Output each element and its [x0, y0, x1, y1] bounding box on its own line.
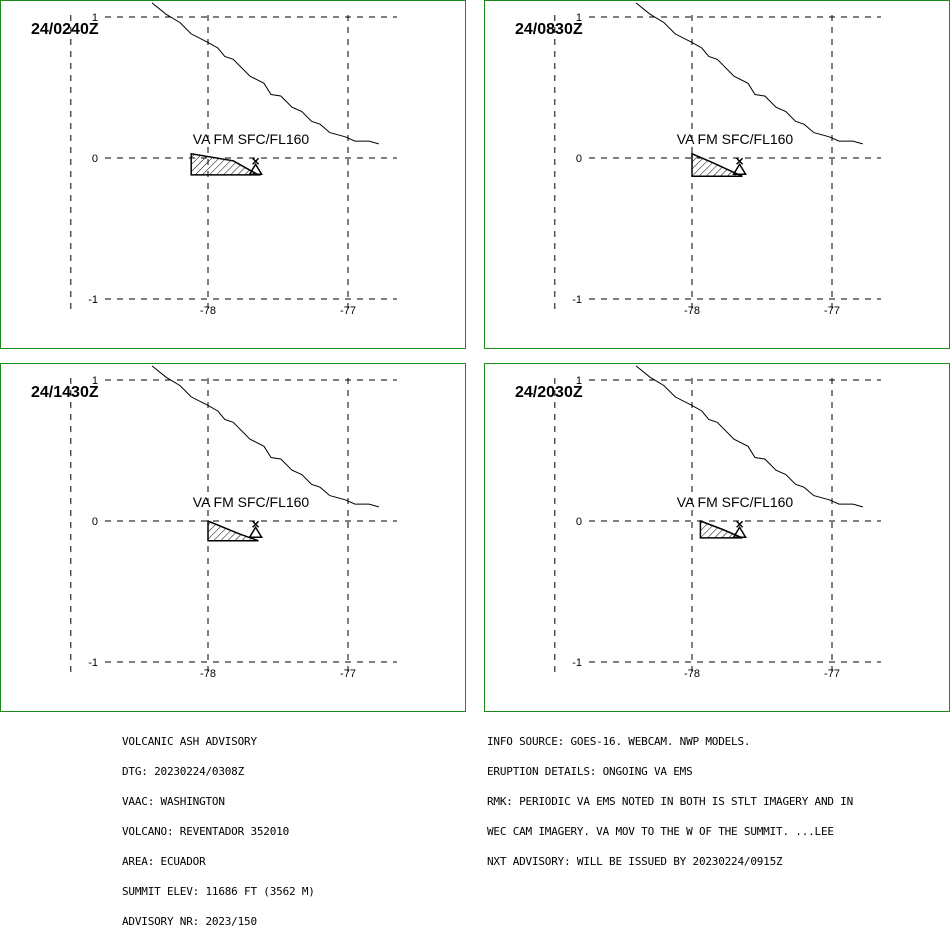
border-line	[151, 2, 379, 145]
lat-tick-label: 1	[92, 375, 98, 387]
map-canvas-1: 1 0 -1 -78 -77 VA FM SFC/FL160	[70, 2, 397, 317]
ash-layer-label: VA FM SFC/FL160	[677, 494, 794, 510]
lon-tick-label: -78	[200, 305, 216, 317]
ash-cloud-polygon	[691, 152, 743, 178]
advisory-line: RMK: PERIODIC VA EMS NOTED IN BOTH IS ST…	[487, 795, 854, 808]
lon-tick-label: -78	[684, 305, 700, 317]
lon-tick-label: -77	[340, 668, 356, 680]
advisory-line: DTG: 20230224/0308Z	[122, 765, 245, 778]
advisory-line: NXT ADVISORY: WILL BE ISSUED BY 20230224…	[487, 855, 783, 868]
lat-tick-label: 0	[576, 516, 582, 528]
ash-cloud-polygon	[207, 519, 259, 542]
lat-tick-label: -1	[572, 294, 582, 306]
advisory-line: ERUPTION DETAILS: ONGOING VA EMS	[487, 765, 693, 778]
valid-time-4: 24/2030Z	[515, 384, 583, 401]
lat-tick-label: 1	[92, 12, 98, 24]
volcano-icon	[732, 525, 747, 539]
lat-tick-label: 0	[92, 516, 98, 528]
map-panel-4: 1 0 -1 -78 -77 VA FM SFC/FL160 24/2030Z	[484, 363, 950, 712]
advisory-header-block: VOLCANIC ASH ADVISORY DTG: 20230224/0308…	[122, 717, 315, 937]
map-panel-2: 1 0 -1 -78 -77 VA FM SFC/FL160 24/0830Z	[484, 0, 950, 349]
valid-time-3: 24/1430Z	[31, 384, 99, 401]
border-line	[151, 365, 379, 508]
map-canvas-4: 1 0 -1 -78 -77 VA FM SFC/FL160	[554, 365, 881, 680]
advisory-line: WEC CAM IMAGERY. VA MOV TO THE W OF THE …	[487, 825, 834, 838]
lon-tick-label: -78	[200, 668, 216, 680]
valid-time-1: 24/0240Z	[31, 21, 99, 38]
advisory-line: VAAC: WASHINGTON	[122, 795, 225, 808]
valid-time-2: 24/0830Z	[515, 21, 583, 38]
lon-tick-label: -77	[340, 305, 356, 317]
volcano-icon	[248, 525, 263, 539]
eruption-marker-icon	[252, 157, 260, 165]
volcano-icon	[732, 162, 747, 176]
lat-tick-label: 0	[576, 153, 582, 165]
advisory-line: ADVISORY NR: 2023/150	[122, 915, 257, 928]
lat-tick-label: 1	[576, 12, 582, 24]
ash-cloud-polygon	[190, 152, 262, 176]
lat-tick-label: -1	[88, 657, 98, 669]
ash-layer-label: VA FM SFC/FL160	[677, 131, 794, 147]
advisory-line: INFO SOURCE: GOES-16. WEBCAM. NWP MODELS…	[487, 735, 751, 748]
map-canvas-2: 1 0 -1 -78 -77 VA FM SFC/FL160	[554, 2, 881, 317]
advisory-details-block: INFO SOURCE: GOES-16. WEBCAM. NWP MODELS…	[487, 717, 853, 877]
lat-tick-label: -1	[572, 657, 582, 669]
eruption-marker-icon	[736, 520, 744, 528]
ash-cloud-polygon	[699, 519, 743, 539]
lat-tick-label: 0	[92, 153, 98, 165]
border-line	[635, 365, 863, 508]
ash-layer-label: VA FM SFC/FL160	[193, 131, 310, 147]
border-line	[635, 2, 863, 145]
advisory-line: SUMMIT ELEV: 11686 FT (3562 M)	[122, 885, 315, 898]
eruption-marker-icon	[252, 520, 260, 528]
ash-layer-label: VA FM SFC/FL160	[193, 494, 310, 510]
lon-tick-label: -77	[824, 668, 840, 680]
map-panel-3: 1 0 -1 -78 -77 VA FM SFC/FL160 24/1430Z	[0, 363, 466, 712]
advisory-line: VOLCANIC ASH ADVISORY	[122, 735, 257, 748]
advisory-line: AREA: ECUADOR	[122, 855, 206, 868]
map-canvas-3: 1 0 -1 -78 -77 VA FM SFC/FL160	[70, 365, 397, 680]
lat-tick-label: 1	[576, 375, 582, 387]
lat-tick-label: -1	[88, 294, 98, 306]
volcano-icon	[248, 162, 263, 176]
lon-tick-label: -78	[684, 668, 700, 680]
map-panel-1: 1 0 -1 -78 -77 VA FM SFC/FL160 24/0240Z	[0, 0, 466, 349]
lon-tick-label: -77	[824, 305, 840, 317]
advisory-line: VOLCANO: REVENTADOR 352010	[122, 825, 289, 838]
eruption-marker-icon	[736, 157, 744, 165]
